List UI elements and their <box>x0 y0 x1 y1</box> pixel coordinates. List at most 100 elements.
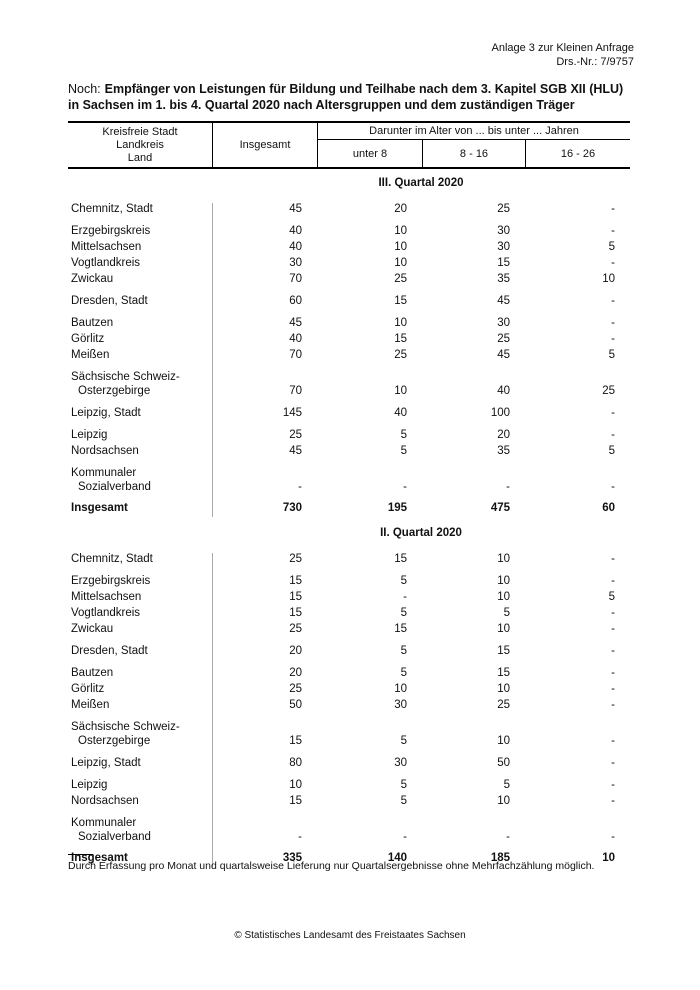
document-reference: Anlage 3 zur Kleinen Anfrage Drs.-Nr.: 7… <box>492 41 635 69</box>
row-value: 5 <box>503 607 510 619</box>
row-label-line: Erzgebirgskreis <box>71 575 151 587</box>
row-value: 10 <box>497 735 510 747</box>
row-label-line: Erzgebirgskreis <box>71 225 151 237</box>
row-label-line: Bautzen <box>71 667 114 679</box>
row-value: 45 <box>497 295 510 307</box>
row-value: 15 <box>289 575 302 587</box>
row-label-line: Leipzig <box>71 429 108 441</box>
page-footer: © Statistisches Landesamt des Freistaate… <box>234 930 466 941</box>
row-label: Bautzen <box>68 666 212 680</box>
row-label-line: Meißen <box>71 699 110 711</box>
row-label: Sächsische Schweiz- Osterzgebirge <box>68 720 212 748</box>
row-value: 35 <box>497 273 510 285</box>
row-label-line: Nordsachsen <box>71 445 139 457</box>
row-value: - <box>611 607 615 619</box>
footnote: Durch Erfassung pro Monat und quartalswe… <box>68 854 640 872</box>
row-value: 40 <box>289 241 302 253</box>
row-value: 30 <box>497 317 510 329</box>
row-value: 45 <box>289 317 302 329</box>
row-value: 50 <box>289 699 302 711</box>
row-label: Görlitz <box>68 332 212 346</box>
row-value: 5 <box>400 645 407 657</box>
table-row: Leipzig, Stadt 145 40 100 - <box>68 405 630 421</box>
row-value: 25 <box>394 273 407 285</box>
row-label: Meißen <box>68 698 212 712</box>
row-label-line: Meißen <box>71 349 110 361</box>
table-row: Mittelsachsen 15 - 10 5 <box>68 589 630 605</box>
footnote-rule <box>68 854 93 855</box>
row-value: - <box>298 831 302 843</box>
header-region-column: Kreisfreie Stadt Landkreis Land <box>68 123 212 167</box>
row-value: 40 <box>394 407 407 419</box>
row-value: 10 <box>497 591 510 603</box>
row-label-line: Sozialverband <box>78 481 151 493</box>
row-value: - <box>403 591 407 603</box>
row-value: - <box>611 667 615 679</box>
row-value: 195 <box>387 502 407 514</box>
row-value: - <box>611 317 615 329</box>
title-text-1: Empfänger von Leistungen für Bildung und… <box>104 82 624 96</box>
section-title: III. Quartal 2020 <box>378 177 464 189</box>
row-value: - <box>611 831 615 843</box>
row-value: - <box>506 481 510 493</box>
row-value: 20 <box>394 203 407 215</box>
row-label-line: Sächsische Schweiz- <box>71 721 180 733</box>
row-value: - <box>611 333 615 345</box>
row-label: Dresden, Stadt <box>68 644 212 658</box>
row-value: - <box>403 481 407 493</box>
row-value: 20 <box>289 667 302 679</box>
section-title: II. Quartal 2020 <box>380 527 462 539</box>
quarter-section: III. Quartal 2020 Chemnitz, Stadt 45 20 … <box>68 169 630 519</box>
row-value: 30 <box>289 257 302 269</box>
row-label-line: Chemnitz, Stadt <box>71 203 153 215</box>
row-value: 70 <box>289 273 302 285</box>
row-label-line: Insgesamt <box>71 502 128 514</box>
row-value: - <box>611 407 615 419</box>
row-value: 5 <box>608 349 615 361</box>
row-label-line: Vogtlandkreis <box>71 607 141 619</box>
row-label: Görlitz <box>68 682 212 696</box>
table-row: Meißen 50 30 25 - <box>68 697 630 713</box>
row-value: 10 <box>497 623 510 635</box>
row-value: - <box>611 481 615 493</box>
row-value: 45 <box>289 203 302 215</box>
row-label-line: Dresden, Stadt <box>71 295 148 307</box>
row-value: - <box>611 203 615 215</box>
table-row: Dresden, Stadt 20 5 15 - <box>68 643 630 659</box>
row-value: 15 <box>289 735 302 747</box>
row-value: 5 <box>400 795 407 807</box>
row-value: - <box>506 831 510 843</box>
title-line-2: in Sachsen im 1. bis 4. Quartal 2020 nac… <box>68 97 575 112</box>
row-label-line: Nordsachsen <box>71 795 139 807</box>
row-label: Meißen <box>68 348 212 362</box>
row-value: 10 <box>394 257 407 269</box>
table-row: Zwickau 70 25 35 10 <box>68 271 630 287</box>
row-label: Leipzig <box>68 778 212 792</box>
row-value: - <box>611 683 615 695</box>
row-value: 10 <box>497 795 510 807</box>
row-label-line: Insgesamt <box>71 852 128 864</box>
row-value: 5 <box>400 445 407 457</box>
table-row: Vogtlandkreis 30 10 15 - <box>68 255 630 271</box>
row-value: 5 <box>400 779 407 791</box>
table-row: Leipzig 10 5 5 - <box>68 777 630 793</box>
row-label-line: Osterzgebirge <box>78 735 151 747</box>
row-label: Bautzen <box>68 316 212 330</box>
row-value: 25 <box>289 429 302 441</box>
row-value: 15 <box>394 333 407 345</box>
header-col1-line2: Landkreis <box>116 138 164 151</box>
table-row: Görlitz 25 10 10 - <box>68 681 630 697</box>
row-value: 10 <box>394 385 407 397</box>
row-label: Sächsische Schweiz- Osterzgebirge <box>68 370 212 398</box>
row-label-line: Kommunaler <box>71 817 137 829</box>
table-row: Insgesamt 335 140 185 10 <box>68 850 630 866</box>
row-value: 60 <box>602 502 615 514</box>
table-row: Mittelsachsen 40 10 30 5 <box>68 239 630 255</box>
row-label: Erzgebirgskreis <box>68 574 212 588</box>
header-subcol-8-16: 8 - 16 <box>422 140 525 167</box>
table-row: Görlitz 40 15 25 - <box>68 331 630 347</box>
row-value: 185 <box>490 852 510 864</box>
table-row: Kommunaler Sozialverband - - - - <box>68 815 630 845</box>
row-label: Leipzig, Stadt <box>68 406 212 420</box>
